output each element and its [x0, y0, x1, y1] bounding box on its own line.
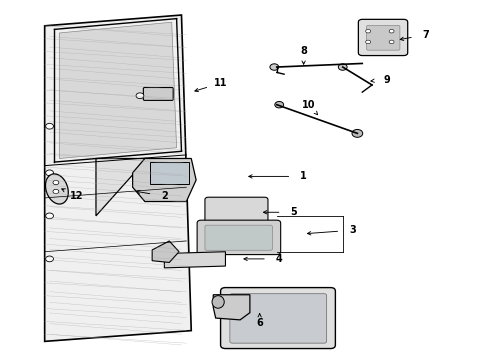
Polygon shape — [164, 252, 225, 268]
Text: 8: 8 — [300, 46, 307, 56]
Polygon shape — [152, 241, 179, 262]
Circle shape — [270, 64, 279, 70]
Circle shape — [366, 30, 370, 33]
Circle shape — [46, 256, 53, 262]
Text: 9: 9 — [383, 75, 390, 85]
Text: 4: 4 — [276, 254, 283, 264]
FancyBboxPatch shape — [144, 87, 173, 100]
Polygon shape — [133, 158, 196, 202]
FancyBboxPatch shape — [230, 294, 327, 343]
FancyBboxPatch shape — [197, 220, 281, 255]
Circle shape — [136, 93, 144, 99]
Text: 11: 11 — [214, 78, 227, 88]
FancyBboxPatch shape — [205, 197, 268, 229]
Text: 1: 1 — [300, 171, 307, 181]
Circle shape — [389, 40, 394, 44]
Circle shape — [53, 189, 59, 194]
Text: 3: 3 — [349, 225, 356, 235]
FancyBboxPatch shape — [358, 19, 408, 55]
Circle shape — [352, 130, 363, 137]
Text: 12: 12 — [70, 191, 83, 201]
Text: 10: 10 — [302, 100, 315, 110]
Polygon shape — [213, 295, 250, 320]
Text: 5: 5 — [291, 207, 297, 217]
Polygon shape — [96, 158, 147, 216]
FancyBboxPatch shape — [205, 225, 272, 250]
Circle shape — [389, 30, 394, 33]
Ellipse shape — [46, 174, 68, 204]
FancyBboxPatch shape — [220, 288, 335, 348]
Text: 6: 6 — [256, 319, 263, 328]
Polygon shape — [45, 15, 191, 341]
Circle shape — [275, 102, 284, 108]
Polygon shape — [150, 162, 189, 184]
Circle shape — [46, 170, 53, 176]
Polygon shape — [59, 22, 176, 158]
Text: 2: 2 — [161, 191, 168, 201]
FancyBboxPatch shape — [367, 26, 400, 50]
Text: 7: 7 — [422, 30, 429, 40]
Circle shape — [46, 123, 53, 129]
Circle shape — [338, 64, 347, 70]
Circle shape — [53, 180, 59, 185]
Circle shape — [366, 40, 370, 44]
Ellipse shape — [212, 296, 224, 308]
Circle shape — [46, 213, 53, 219]
